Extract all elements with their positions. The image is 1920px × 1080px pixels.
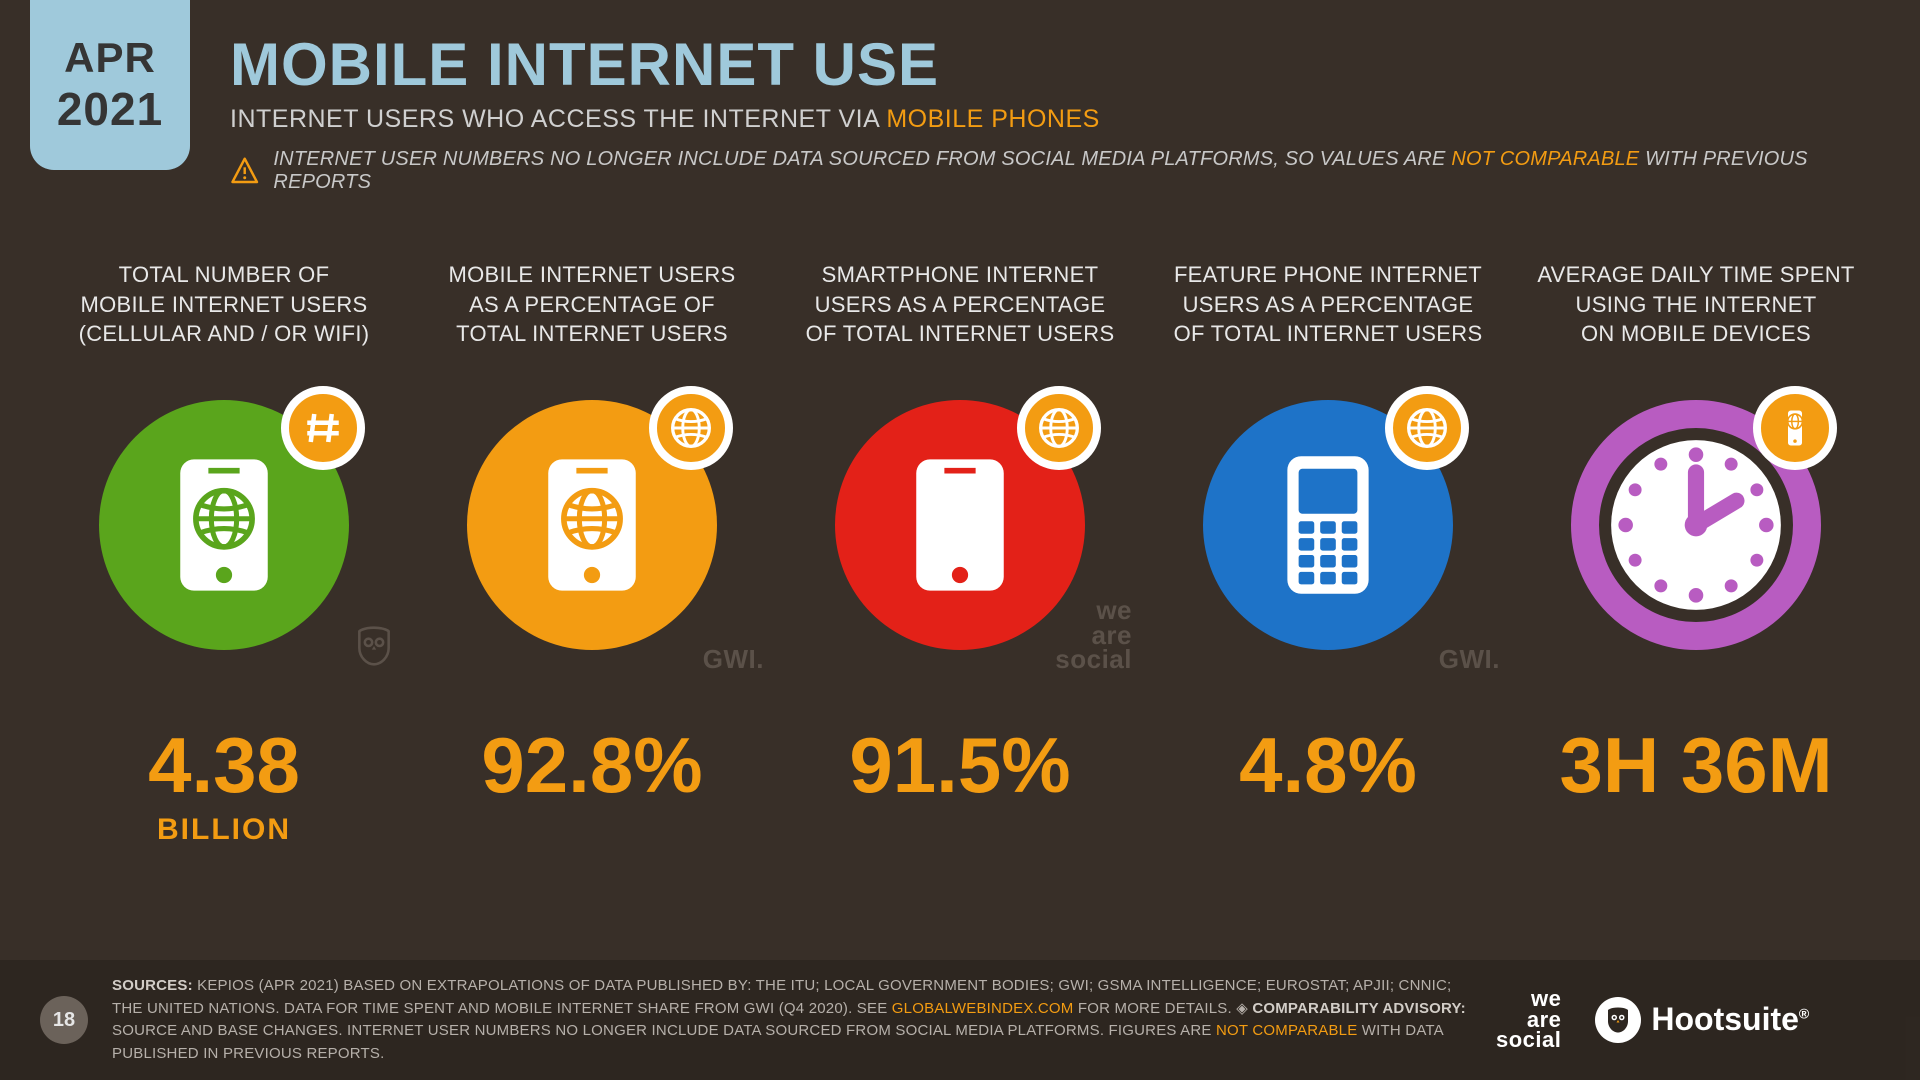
stat-icon <box>457 390 727 660</box>
footer: 18 SOURCES: KEPIOS (APR 2021) BASED ON E… <box>0 960 1920 1080</box>
subtitle-text: INTERNET USERS WHO ACCESS THE INTERNET V… <box>230 105 886 133</box>
stats-row: TOTAL NUMBER OF MOBILE INTERNET USERS (C… <box>40 260 1880 847</box>
stat-icon <box>1193 390 1463 660</box>
date-month: APR <box>64 34 156 82</box>
stat-label: FEATURE PHONE INTERNET USERS AS A PERCEN… <box>1152 260 1504 360</box>
stat-label: MOBILE INTERNET USERS AS A PERCENTAGE OF… <box>416 260 768 360</box>
stat-badge-icon <box>1753 386 1837 470</box>
stat-badge-icon <box>281 386 365 470</box>
stat-label: TOTAL NUMBER OF MOBILE INTERNET USERS (C… <box>48 260 400 360</box>
stat-value: 4.38 <box>48 720 400 811</box>
stat-badge-icon <box>1385 386 1469 470</box>
stat-value: 91.5% <box>784 720 1136 811</box>
subtitle-accent: MOBILE PHONES <box>886 105 1100 133</box>
header: MOBILE INTERNET USE INTERNET USERS WHO A… <box>230 30 1880 194</box>
source-watermark: GWI. <box>703 647 764 672</box>
stat-card-0: TOTAL NUMBER OF MOBILE INTERNET USERS (C… <box>40 260 408 847</box>
stat-value: 4.8% <box>1152 720 1504 811</box>
wearesocial-logo: we are social <box>1496 989 1561 1052</box>
stat-badge-icon <box>1017 386 1101 470</box>
advisory-text: INTERNET USER NUMBERS NO LONGER INCLUDE … <box>273 148 1880 194</box>
date-badge: APR 2021 <box>30 0 190 170</box>
stat-card-4: AVERAGE DAILY TIME SPENT USING THE INTER… <box>1512 260 1880 847</box>
source-watermark: GWI. <box>1439 647 1500 672</box>
stat-card-2: SMARTPHONE INTERNET USERS AS A PERCENTAG… <box>776 260 1144 847</box>
brand-logos: we are social Hootsuite® <box>1496 989 1809 1052</box>
page-title: MOBILE INTERNET USE <box>230 30 1880 99</box>
sources-text: SOURCES: KEPIOS (APR 2021) BASED ON EXTR… <box>112 975 1472 1065</box>
stat-unit: BILLION <box>48 813 400 847</box>
hootsuite-logo: Hootsuite® <box>1595 997 1809 1043</box>
stat-icon <box>89 390 359 660</box>
stat-card-3: FEATURE PHONE INTERNET USERS AS A PERCEN… <box>1144 260 1512 847</box>
stat-value: 92.8% <box>416 720 768 811</box>
page-number-badge: 18 <box>40 996 88 1044</box>
page-subtitle: INTERNET USERS WHO ACCESS THE INTERNET V… <box>230 105 1880 134</box>
warning-icon <box>230 156 259 186</box>
stat-label: AVERAGE DAILY TIME SPENT USING THE INTER… <box>1520 260 1872 360</box>
date-year: 2021 <box>57 82 163 136</box>
stat-value: 3H 36M <box>1520 720 1872 811</box>
owl-icon <box>1595 997 1641 1043</box>
stat-label: SMARTPHONE INTERNET USERS AS A PERCENTAG… <box>784 260 1136 360</box>
stat-icon <box>1561 390 1831 660</box>
source-watermark: wearesocial <box>1055 598 1132 672</box>
source-watermark <box>352 624 396 672</box>
stat-card-1: MOBILE INTERNET USERS AS A PERCENTAGE OF… <box>408 260 776 847</box>
stat-badge-icon <box>649 386 733 470</box>
advisory-row: INTERNET USER NUMBERS NO LONGER INCLUDE … <box>230 148 1880 194</box>
